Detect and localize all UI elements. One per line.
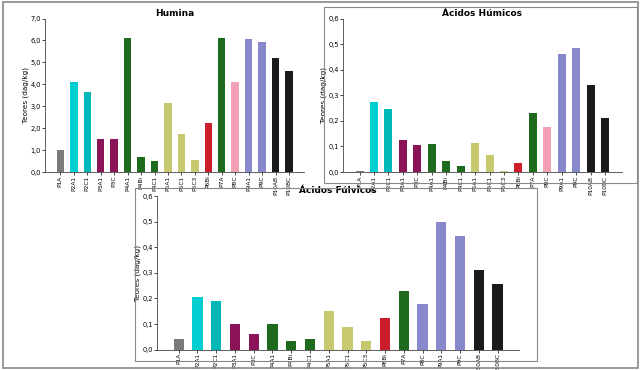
Bar xyxy=(137,157,145,172)
Title: Humina: Humina xyxy=(155,9,194,18)
Bar xyxy=(285,71,293,172)
Bar xyxy=(500,171,508,172)
Bar xyxy=(380,318,390,350)
Bar xyxy=(529,113,537,172)
Bar xyxy=(486,155,494,172)
Bar xyxy=(305,339,315,350)
Bar xyxy=(151,161,158,172)
Bar xyxy=(471,142,479,172)
Bar xyxy=(413,145,421,172)
Bar xyxy=(457,166,465,172)
Bar xyxy=(544,127,551,172)
Bar xyxy=(272,58,279,172)
Bar xyxy=(70,82,78,172)
Bar xyxy=(601,118,609,172)
Bar xyxy=(258,41,266,172)
Bar xyxy=(417,303,428,350)
Bar xyxy=(191,160,199,172)
Bar xyxy=(192,297,203,350)
Bar xyxy=(399,140,407,172)
Bar xyxy=(455,236,465,350)
Bar xyxy=(218,38,226,172)
Y-axis label: Teores (dag/kg): Teores (dag/kg) xyxy=(320,67,327,123)
Bar xyxy=(178,134,185,172)
Title: Ácidos Húmicos: Ácidos Húmicos xyxy=(442,9,522,18)
Bar xyxy=(267,324,278,350)
Bar xyxy=(436,222,447,350)
Bar xyxy=(229,324,240,350)
Bar xyxy=(249,334,259,350)
Bar xyxy=(370,102,378,172)
Bar xyxy=(124,38,131,172)
Bar xyxy=(474,270,484,350)
Bar xyxy=(492,285,503,350)
Bar xyxy=(286,341,296,350)
Bar xyxy=(356,171,363,172)
Bar xyxy=(83,92,91,172)
Bar xyxy=(399,291,409,350)
Bar xyxy=(361,341,371,350)
Bar xyxy=(204,123,212,172)
Bar xyxy=(231,82,239,172)
Bar xyxy=(245,39,253,172)
Bar xyxy=(110,139,118,172)
Bar xyxy=(385,110,392,172)
Bar xyxy=(56,150,64,172)
Bar xyxy=(164,103,172,172)
Y-axis label: Teores (dag/kg): Teores (dag/kg) xyxy=(22,67,29,123)
Bar xyxy=(558,54,566,172)
Bar xyxy=(324,311,334,350)
Bar xyxy=(587,85,595,172)
Y-axis label: Teores (dag/kg): Teores (dag/kg) xyxy=(135,245,141,301)
Bar xyxy=(428,144,436,172)
Bar xyxy=(342,327,353,350)
Bar xyxy=(97,139,104,172)
Title: Ácidos Fúlvicos: Ácidos Fúlvicos xyxy=(299,186,377,195)
Bar xyxy=(211,301,221,350)
Bar xyxy=(174,339,184,350)
Bar xyxy=(572,48,580,172)
Bar xyxy=(515,163,522,172)
Bar xyxy=(442,161,450,172)
